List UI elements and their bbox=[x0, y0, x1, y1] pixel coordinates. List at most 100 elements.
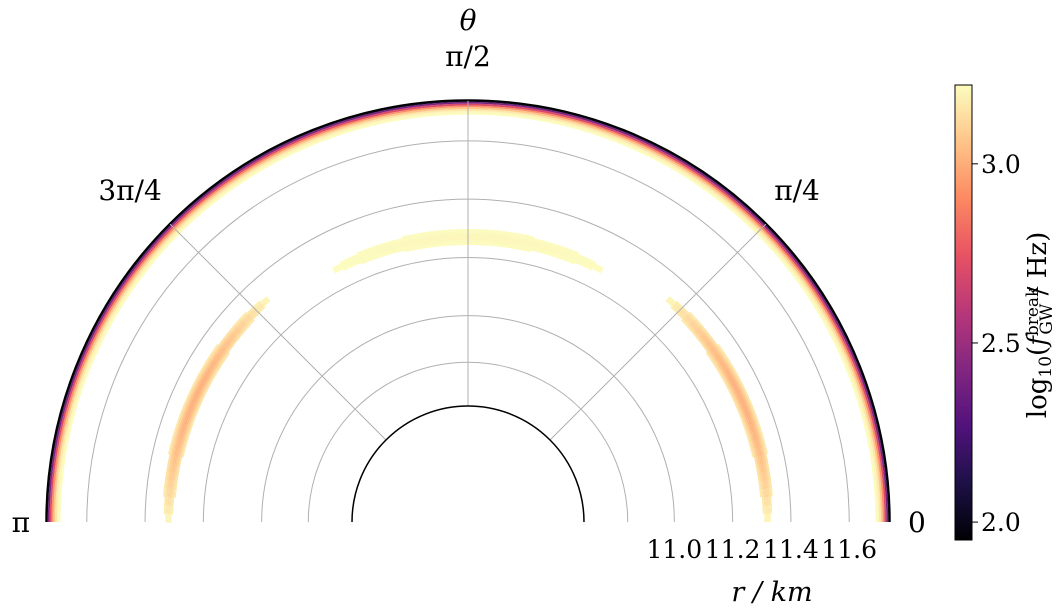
arc-segment bbox=[401, 234, 412, 239]
arc-segment bbox=[764, 487, 767, 497]
theta-tick-label: π/4 bbox=[774, 174, 820, 207]
arc-segment bbox=[439, 231, 450, 234]
arc-segment bbox=[740, 417, 745, 426]
arc-segment bbox=[411, 237, 422, 241]
arc-segment bbox=[233, 318, 242, 327]
arc-segment bbox=[248, 308, 257, 317]
arc-segment bbox=[762, 504, 765, 514]
arc-segment bbox=[747, 423, 752, 433]
arc-segment bbox=[204, 359, 211, 368]
arc-segment bbox=[360, 258, 370, 264]
arc-segment bbox=[708, 350, 715, 359]
arc-segment bbox=[760, 471, 764, 481]
arc-segment bbox=[169, 471, 173, 481]
arc-segment bbox=[741, 416, 747, 426]
arc-segment bbox=[550, 247, 561, 253]
arc-segment bbox=[751, 439, 756, 449]
arc-segment bbox=[476, 241, 487, 244]
arc-segment bbox=[177, 439, 182, 449]
arc-segment bbox=[374, 242, 385, 248]
arc-segment bbox=[759, 445, 764, 456]
arc-segment bbox=[759, 488, 762, 498]
arc-segment bbox=[732, 384, 739, 393]
arc-segment bbox=[181, 431, 186, 441]
r-axis-label-text: r / km bbox=[731, 577, 812, 608]
arc-segment bbox=[684, 316, 692, 324]
arc-segment bbox=[749, 422, 754, 432]
arc-segment bbox=[757, 437, 762, 447]
arc-segment bbox=[748, 431, 753, 441]
arc-segment bbox=[703, 343, 710, 352]
arc-segment bbox=[671, 305, 680, 313]
arc-segment bbox=[760, 488, 764, 498]
arc-segment bbox=[420, 231, 431, 235]
arc-segment bbox=[734, 392, 741, 402]
arc-segment bbox=[557, 254, 568, 260]
arc-segment bbox=[241, 324, 249, 333]
arc-segment bbox=[728, 386, 734, 396]
arc-segment bbox=[171, 471, 175, 481]
arc-segment bbox=[222, 351, 229, 360]
arc-segment bbox=[730, 366, 736, 375]
outer-boundary bbox=[45, 99, 891, 523]
arc-segment bbox=[719, 352, 726, 362]
arc-segment bbox=[485, 243, 496, 247]
arc-segment bbox=[227, 344, 234, 353]
arc-segment bbox=[727, 377, 733, 387]
arc-segment bbox=[764, 462, 769, 472]
arc-segment bbox=[376, 249, 387, 254]
arc-segment bbox=[477, 233, 488, 236]
arc-segment bbox=[745, 396, 751, 406]
arc-segment bbox=[514, 239, 525, 243]
arc-segment bbox=[577, 255, 587, 261]
arc-segment bbox=[178, 412, 184, 423]
arc-segment bbox=[709, 349, 716, 358]
arc-segment bbox=[199, 366, 206, 376]
arc-segment bbox=[531, 244, 542, 249]
arc-segment bbox=[731, 384, 737, 394]
arc-segment bbox=[178, 430, 183, 440]
arc-segment bbox=[566, 256, 577, 262]
arc-segment bbox=[504, 242, 515, 246]
arc-segment bbox=[732, 393, 738, 403]
arc-segment bbox=[763, 504, 766, 514]
arc-segment bbox=[735, 372, 742, 382]
arc-segment bbox=[171, 480, 175, 490]
arc-segment bbox=[742, 397, 748, 407]
arc-segment bbox=[180, 422, 186, 432]
arc-segment bbox=[190, 399, 196, 409]
arc-segment bbox=[524, 236, 535, 240]
arc-segment bbox=[736, 391, 742, 401]
arc-segment bbox=[734, 383, 740, 393]
arc-segment bbox=[241, 313, 250, 322]
arc-segment bbox=[575, 259, 585, 266]
arc-segment bbox=[190, 408, 196, 418]
arc-segment bbox=[694, 329, 702, 338]
arc-segment bbox=[448, 232, 459, 235]
arc-segment bbox=[410, 232, 421, 237]
arc-segment bbox=[678, 310, 686, 318]
arc-segment bbox=[755, 438, 760, 448]
arc-segment bbox=[202, 368, 209, 377]
arc-segment bbox=[503, 245, 514, 249]
arc-segment bbox=[186, 388, 193, 398]
arc-segment bbox=[191, 390, 197, 400]
arc-segment bbox=[430, 239, 441, 243]
arc-segment bbox=[365, 245, 376, 251]
arc-segment bbox=[368, 253, 378, 259]
arc-segment bbox=[749, 413, 754, 423]
arc-segment bbox=[699, 336, 707, 345]
arc-segment bbox=[394, 244, 404, 249]
arc-segment bbox=[740, 389, 746, 399]
arc-segment bbox=[367, 251, 378, 257]
arc-segment bbox=[467, 230, 478, 233]
arc-segment bbox=[523, 237, 534, 242]
arc-segment bbox=[175, 429, 180, 439]
arc-segment bbox=[711, 337, 718, 347]
arc-segment bbox=[763, 471, 767, 481]
arc-segment bbox=[565, 259, 576, 265]
arc-segment bbox=[764, 453, 769, 463]
arc-segment bbox=[764, 444, 768, 455]
arc-segment bbox=[225, 343, 233, 352]
arc-segment bbox=[167, 453, 172, 464]
